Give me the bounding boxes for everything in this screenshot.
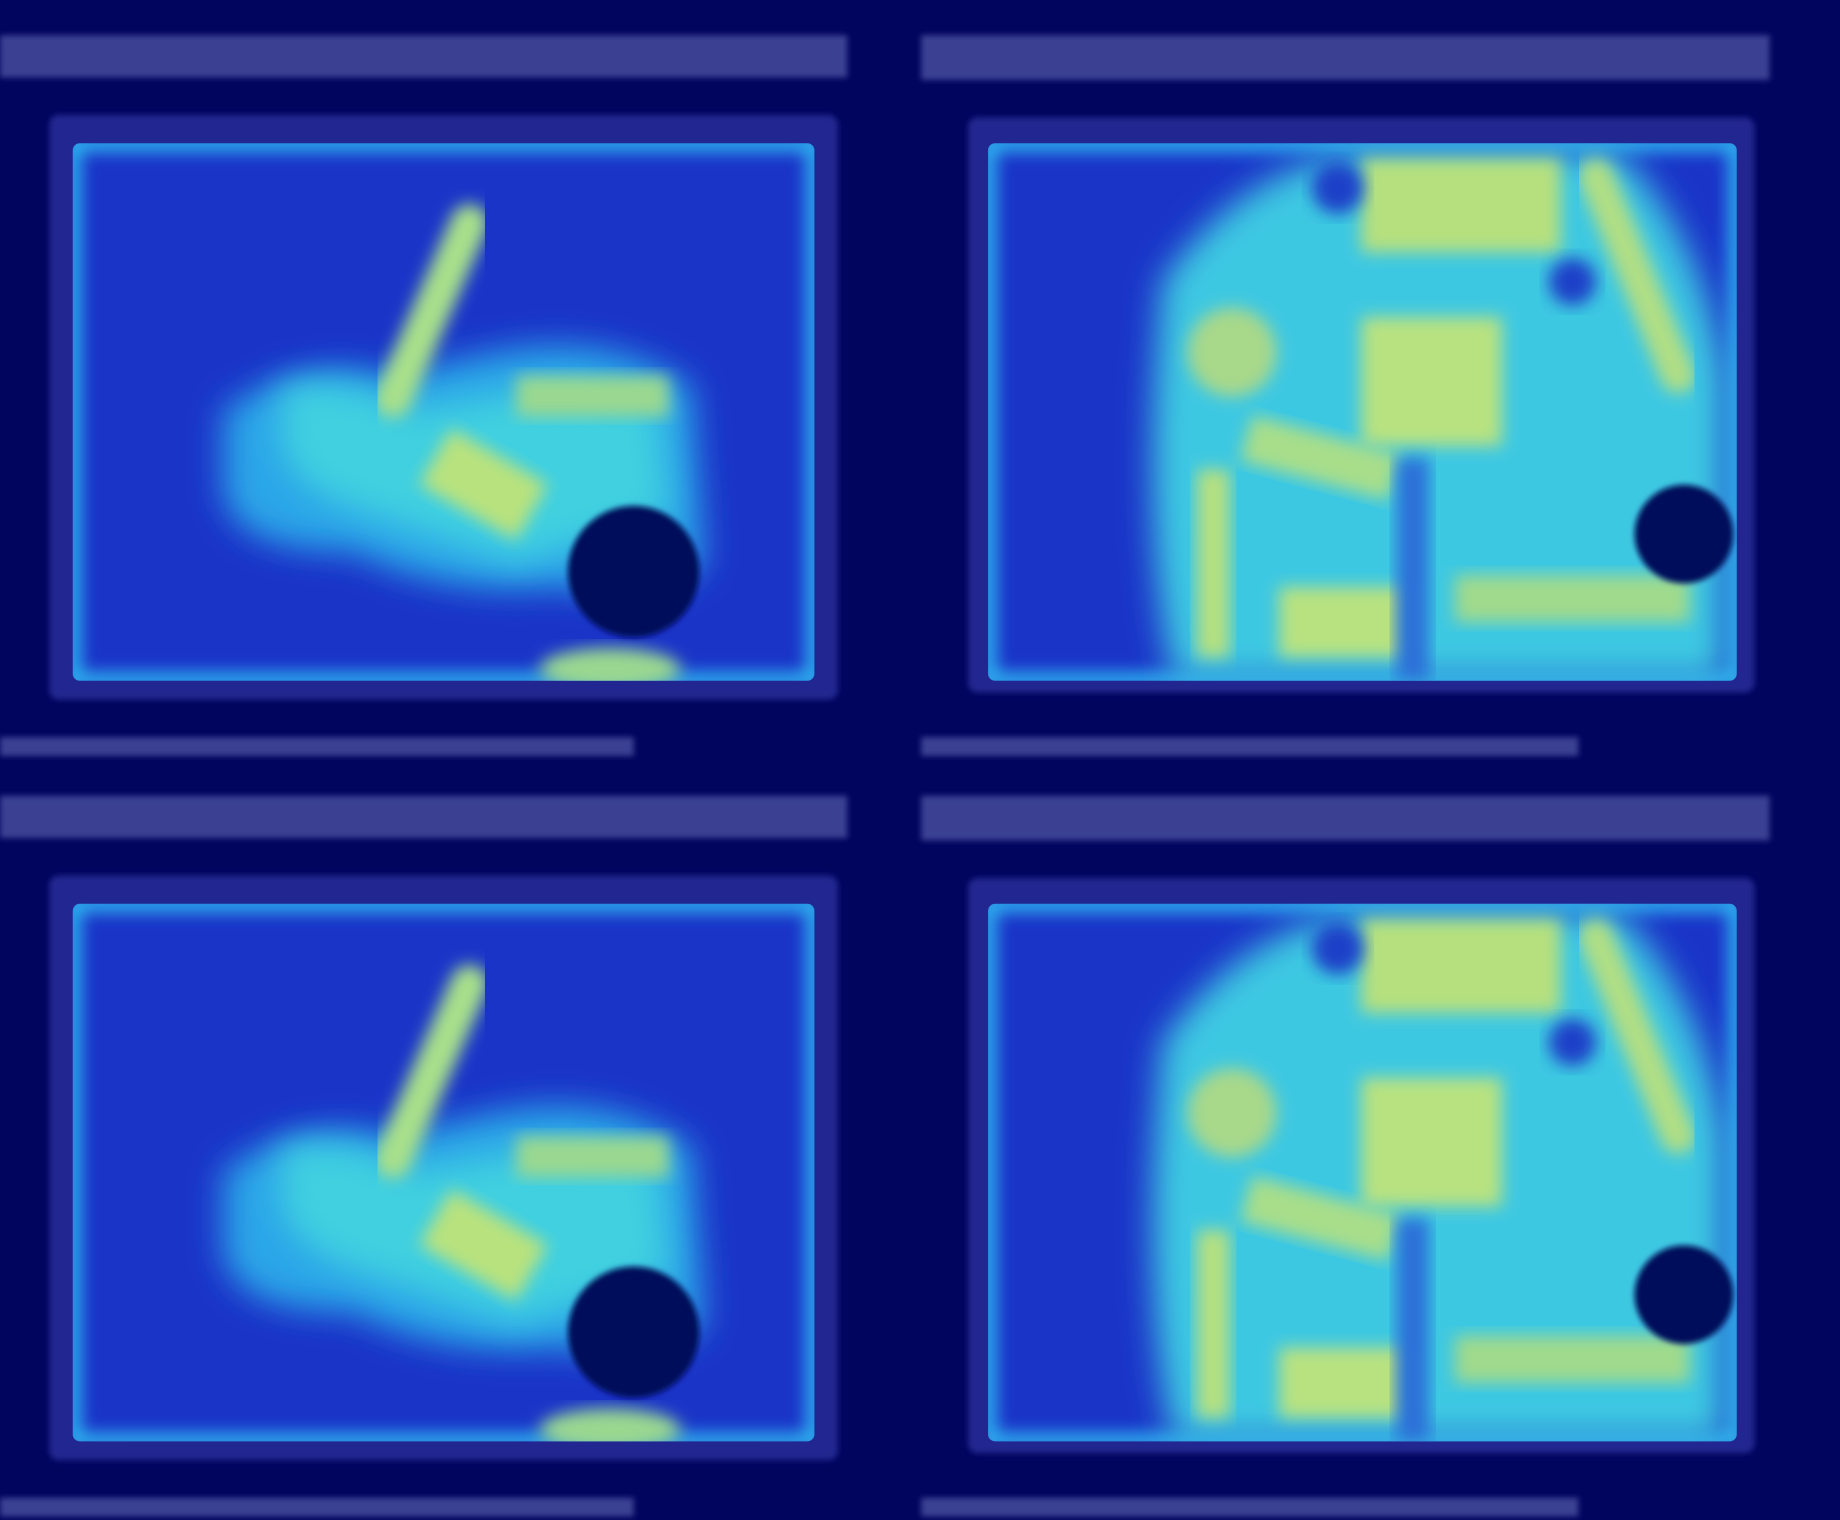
panel-top-left (0, 35, 847, 756)
panel-bottom-right (921, 796, 1769, 1517)
panel-top-right (921, 35, 1769, 756)
panel-bottom-left (0, 796, 847, 1517)
